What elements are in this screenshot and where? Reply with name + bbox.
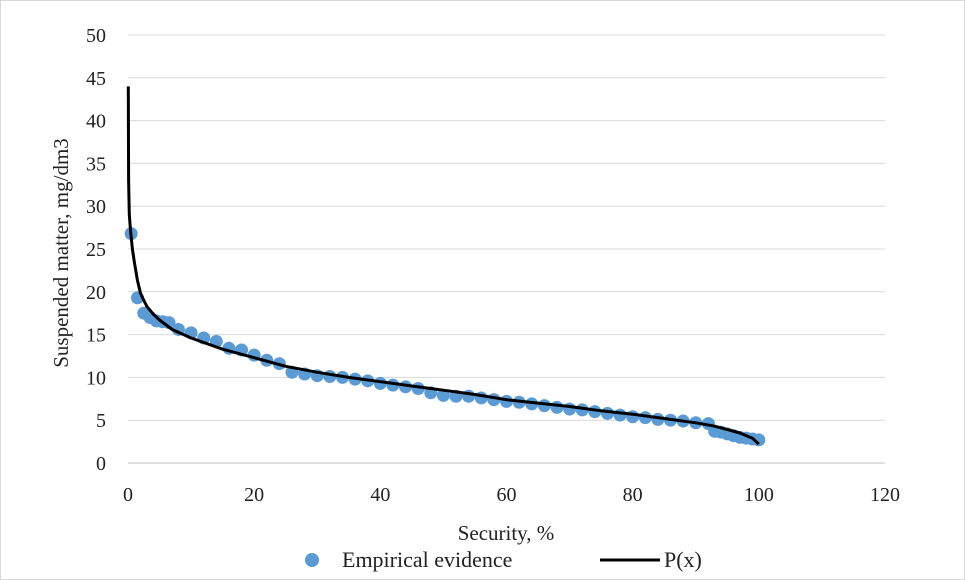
legend-label-empirical: Empirical evidence bbox=[342, 547, 512, 572]
y-tick-label: 5 bbox=[96, 410, 106, 432]
fit-line bbox=[126, 86, 760, 446]
legend-marker-empirical bbox=[305, 553, 319, 567]
x-tick-label: 80 bbox=[623, 484, 643, 506]
y-tick-label: 20 bbox=[86, 282, 106, 304]
x-tick-label: 0 bbox=[123, 484, 133, 506]
x-tick-label: 120 bbox=[870, 484, 900, 506]
y-tick-label: 45 bbox=[86, 68, 106, 90]
fit-line-path bbox=[126, 86, 760, 446]
y-tick-label: 40 bbox=[86, 111, 106, 133]
y-tick-label: 10 bbox=[86, 367, 106, 389]
y-tick-label: 35 bbox=[86, 153, 106, 175]
x-tick-label: 40 bbox=[370, 484, 390, 506]
y-tick-labels: 0 5 10 15 20 25 30 35 40 45 50 bbox=[86, 25, 106, 475]
y-tick-label: 50 bbox=[86, 25, 106, 47]
gridlines bbox=[128, 34, 885, 421]
x-tick-label: 60 bbox=[497, 484, 517, 506]
empirical-points bbox=[124, 227, 766, 447]
y-tick-label: 30 bbox=[86, 196, 106, 218]
legend: Empirical evidence P(x) bbox=[305, 547, 702, 572]
x-tick-labels: 0 20 40 60 80 100 120 bbox=[123, 484, 900, 506]
x-tick-label: 20 bbox=[244, 484, 264, 506]
y-tick-label: 25 bbox=[86, 239, 106, 261]
legend-label-fit: P(x) bbox=[664, 547, 702, 572]
y-tick-label: 0 bbox=[96, 453, 106, 475]
y-axis-title: Suspended matter, mg/dm3 bbox=[49, 138, 73, 368]
data-point bbox=[613, 408, 627, 422]
y-tick-label: 15 bbox=[86, 325, 106, 347]
data-point bbox=[550, 400, 564, 414]
x-axis-title: Security, % bbox=[458, 521, 555, 545]
x-tick-label: 100 bbox=[744, 484, 774, 506]
